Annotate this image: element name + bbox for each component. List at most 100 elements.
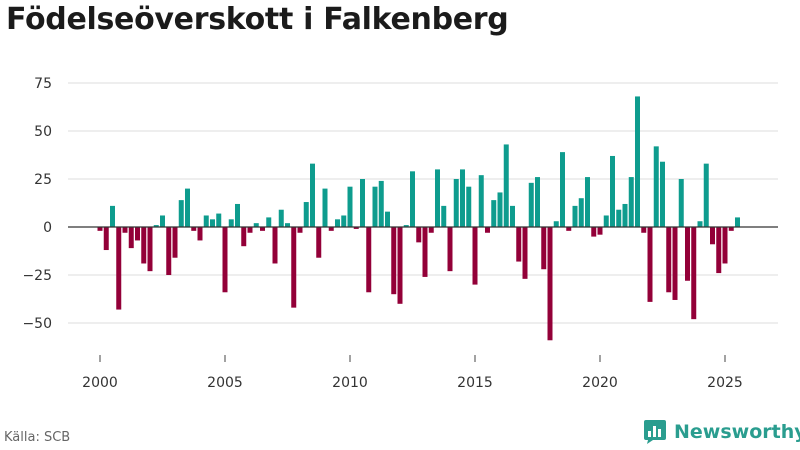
bar (653, 146, 659, 227)
bar (572, 205, 578, 227)
bar (678, 179, 684, 227)
bar (410, 171, 415, 227)
bar (341, 215, 347, 227)
bar (297, 227, 303, 233)
bar (660, 161, 665, 227)
bar (541, 227, 547, 270)
bar (372, 186, 378, 227)
x-tick-label: 2000 (82, 375, 118, 391)
bar (97, 227, 103, 231)
x-tick-label: 2025 (707, 375, 743, 391)
bar (178, 200, 184, 227)
bar (560, 152, 565, 227)
bar (210, 219, 215, 227)
bar (122, 227, 128, 233)
bar (466, 186, 472, 227)
source-label: Källa: SCB (4, 430, 71, 445)
newsworthy-logo[interactable]: Newsworthy (643, 419, 800, 445)
bar (235, 203, 240, 227)
y-axis-ticks: 75 50 25 0 −25 −50 (22, 76, 52, 332)
bar (322, 188, 328, 227)
bar (153, 225, 159, 227)
bar (603, 215, 609, 227)
bar (160, 215, 165, 227)
bar (222, 227, 228, 293)
y-tick-label: 0 (43, 220, 52, 236)
bar (291, 227, 297, 308)
bar (447, 227, 453, 272)
bar (285, 223, 290, 227)
x-tick-label: 2005 (207, 375, 243, 391)
bar (172, 227, 178, 258)
bar (353, 227, 359, 229)
bar (528, 182, 534, 227)
bar (672, 227, 678, 300)
bar (497, 192, 503, 227)
bar (403, 225, 409, 227)
bar (441, 205, 447, 227)
bar (735, 217, 740, 227)
bar (610, 155, 615, 227)
bar (103, 227, 109, 251)
bar (591, 227, 597, 237)
bar (622, 203, 628, 227)
chart-title: Födelseöverskott i Falkenberg (6, 2, 509, 37)
bar (347, 186, 353, 227)
bar (378, 180, 384, 227)
bar (247, 227, 253, 233)
bar (191, 227, 197, 231)
bar (453, 179, 459, 227)
x-tick-label: 2020 (582, 375, 618, 391)
bar (416, 227, 422, 243)
bar (360, 179, 365, 227)
bar (422, 227, 428, 277)
y-tick-label: 50 (34, 124, 52, 140)
bar (278, 209, 284, 227)
bar (428, 227, 434, 233)
bar (435, 169, 440, 227)
y-tick-label: 75 (34, 76, 52, 92)
bar (716, 227, 722, 274)
bar (303, 202, 309, 227)
bar (266, 217, 272, 227)
bar (260, 227, 265, 231)
x-tick-label: 2010 (332, 375, 368, 391)
bar (110, 205, 115, 227)
bar (491, 200, 497, 227)
bar (135, 227, 140, 241)
y-tick-label: −50 (22, 316, 52, 332)
bar (203, 215, 209, 227)
bar (335, 219, 340, 227)
bar (522, 227, 528, 279)
bar (197, 227, 203, 241)
bar (128, 227, 134, 249)
bar (397, 227, 403, 304)
bars (97, 96, 740, 341)
bar (253, 223, 259, 227)
bar (472, 227, 478, 285)
bar (578, 198, 584, 227)
bar (147, 227, 153, 272)
bar (710, 227, 715, 245)
gridlines (68, 82, 778, 324)
bar (166, 227, 172, 275)
bar (685, 227, 690, 281)
bar (553, 221, 559, 227)
bar (641, 227, 647, 233)
bar (116, 227, 122, 310)
newsworthy-logo-icon (644, 420, 666, 444)
bar (597, 227, 603, 235)
bar (566, 227, 572, 231)
bar (510, 205, 515, 227)
y-tick-label: 25 (34, 172, 52, 188)
bar (635, 96, 640, 227)
bar (391, 227, 397, 295)
bar (328, 227, 334, 231)
bar (503, 144, 509, 227)
bar (666, 227, 672, 293)
bar (310, 163, 315, 227)
bar (478, 175, 484, 227)
bar (535, 177, 540, 227)
bar (516, 227, 522, 262)
bar (216, 213, 222, 227)
